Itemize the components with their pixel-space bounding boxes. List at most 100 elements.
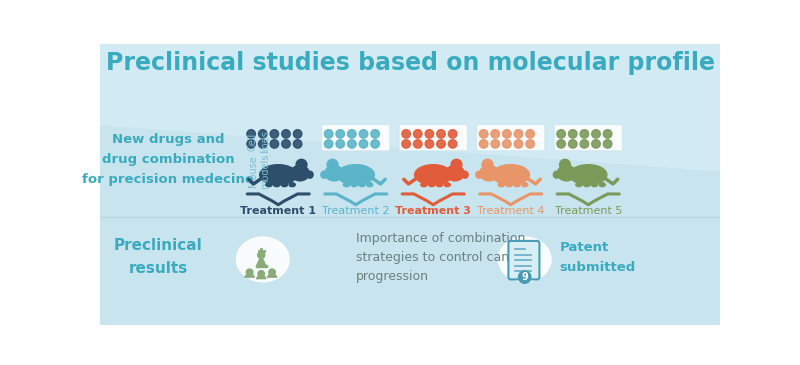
Circle shape bbox=[296, 159, 307, 170]
Circle shape bbox=[371, 140, 379, 148]
Circle shape bbox=[269, 269, 275, 276]
Circle shape bbox=[518, 271, 531, 283]
Ellipse shape bbox=[289, 183, 295, 187]
Circle shape bbox=[491, 130, 499, 138]
Circle shape bbox=[270, 130, 278, 138]
Ellipse shape bbox=[325, 165, 343, 181]
Circle shape bbox=[569, 140, 577, 148]
Circle shape bbox=[247, 130, 255, 138]
Ellipse shape bbox=[514, 183, 520, 187]
Circle shape bbox=[324, 140, 333, 148]
Circle shape bbox=[580, 140, 589, 148]
Ellipse shape bbox=[506, 183, 512, 187]
Circle shape bbox=[336, 140, 345, 148]
Ellipse shape bbox=[599, 183, 606, 187]
FancyBboxPatch shape bbox=[322, 125, 390, 151]
Text: 9: 9 bbox=[522, 272, 528, 282]
Ellipse shape bbox=[446, 165, 464, 181]
Circle shape bbox=[603, 140, 612, 148]
Circle shape bbox=[502, 140, 511, 148]
Polygon shape bbox=[245, 275, 254, 277]
Circle shape bbox=[448, 140, 457, 148]
Ellipse shape bbox=[522, 183, 528, 187]
Circle shape bbox=[402, 130, 410, 138]
Ellipse shape bbox=[359, 183, 365, 187]
Circle shape bbox=[282, 140, 290, 148]
Circle shape bbox=[425, 130, 434, 138]
Circle shape bbox=[502, 130, 511, 138]
FancyBboxPatch shape bbox=[477, 125, 545, 151]
Ellipse shape bbox=[290, 165, 310, 181]
Circle shape bbox=[324, 130, 333, 138]
Ellipse shape bbox=[343, 183, 350, 187]
Text: Importance of combination
strategies to control cancer
progression: Importance of combination strategies to … bbox=[356, 231, 529, 283]
FancyBboxPatch shape bbox=[399, 125, 467, 151]
Text: Preclinical studies based on molecular profile: Preclinical studies based on molecular p… bbox=[106, 51, 714, 75]
Ellipse shape bbox=[237, 237, 289, 282]
Circle shape bbox=[336, 130, 345, 138]
Circle shape bbox=[348, 130, 356, 138]
Ellipse shape bbox=[274, 183, 280, 187]
Text: Mouse
models: Mouse models bbox=[248, 153, 270, 189]
Circle shape bbox=[414, 140, 422, 148]
Ellipse shape bbox=[337, 165, 374, 185]
Ellipse shape bbox=[307, 171, 313, 178]
Ellipse shape bbox=[366, 183, 373, 187]
Circle shape bbox=[592, 130, 600, 138]
Circle shape bbox=[479, 130, 488, 138]
Circle shape bbox=[425, 140, 434, 148]
Ellipse shape bbox=[421, 183, 427, 187]
Polygon shape bbox=[267, 275, 277, 277]
FancyBboxPatch shape bbox=[509, 241, 539, 280]
Circle shape bbox=[479, 140, 488, 148]
Text: Preclinical
results: Preclinical results bbox=[114, 238, 202, 276]
Circle shape bbox=[294, 130, 302, 138]
Circle shape bbox=[514, 130, 522, 138]
Text: Treatment 1: Treatment 1 bbox=[240, 205, 316, 215]
Ellipse shape bbox=[576, 183, 582, 187]
Circle shape bbox=[348, 140, 356, 148]
Circle shape bbox=[448, 130, 457, 138]
Ellipse shape bbox=[480, 165, 498, 181]
Circle shape bbox=[258, 140, 267, 148]
Ellipse shape bbox=[321, 171, 327, 178]
Circle shape bbox=[282, 130, 290, 138]
Text: Patent
submitted: Patent submitted bbox=[559, 241, 636, 274]
Ellipse shape bbox=[476, 171, 482, 178]
Text: Treatment 4: Treatment 4 bbox=[477, 205, 545, 215]
Ellipse shape bbox=[498, 183, 505, 187]
Ellipse shape bbox=[570, 165, 607, 185]
Ellipse shape bbox=[282, 183, 287, 187]
Circle shape bbox=[451, 159, 462, 170]
Circle shape bbox=[580, 130, 589, 138]
Circle shape bbox=[526, 140, 534, 148]
Circle shape bbox=[371, 130, 379, 138]
Ellipse shape bbox=[462, 171, 468, 178]
Ellipse shape bbox=[444, 183, 450, 187]
Circle shape bbox=[569, 130, 577, 138]
Circle shape bbox=[526, 130, 534, 138]
Text: New drugs and
drug combination
for precision medecine: New drugs and drug combination for preci… bbox=[82, 133, 254, 186]
Circle shape bbox=[270, 140, 278, 148]
Bar bbox=[248, 273, 251, 276]
Circle shape bbox=[327, 159, 338, 170]
Ellipse shape bbox=[351, 183, 358, 187]
Bar bbox=[270, 273, 274, 276]
Circle shape bbox=[359, 130, 368, 138]
Ellipse shape bbox=[498, 237, 551, 282]
Circle shape bbox=[437, 130, 446, 138]
Circle shape bbox=[247, 140, 255, 148]
Text: Cell
lines: Cell lines bbox=[248, 130, 270, 153]
Circle shape bbox=[557, 140, 566, 148]
Circle shape bbox=[491, 140, 499, 148]
Circle shape bbox=[482, 159, 493, 170]
Circle shape bbox=[258, 251, 265, 258]
Circle shape bbox=[514, 140, 522, 148]
Ellipse shape bbox=[266, 183, 272, 187]
Circle shape bbox=[258, 270, 265, 277]
Ellipse shape bbox=[260, 165, 297, 185]
Ellipse shape bbox=[492, 165, 530, 185]
Circle shape bbox=[414, 130, 422, 138]
Circle shape bbox=[246, 269, 253, 276]
Circle shape bbox=[402, 140, 410, 148]
